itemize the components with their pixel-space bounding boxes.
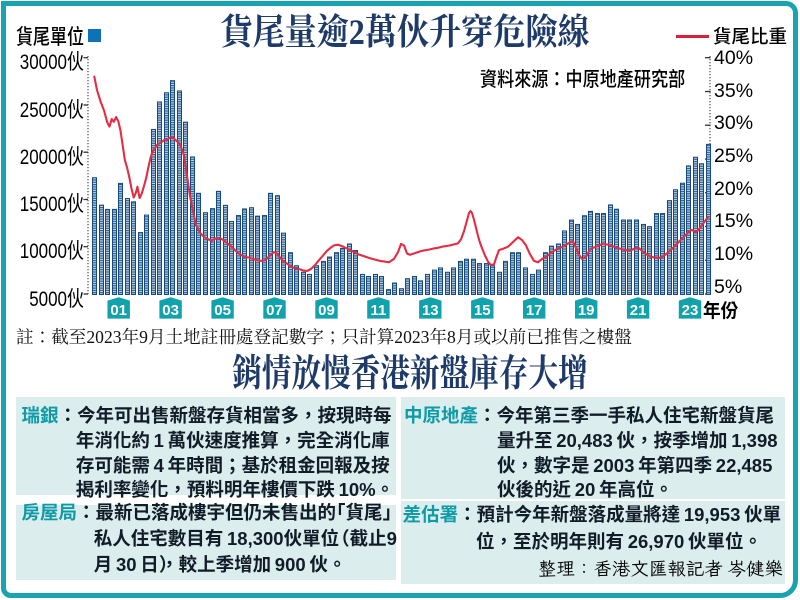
svg-text:01: 01: [110, 302, 127, 319]
svg-text:03: 03: [162, 302, 179, 319]
svg-text:17: 17: [526, 302, 543, 319]
svg-text:23: 23: [682, 302, 699, 319]
svg-text:21: 21: [630, 302, 647, 319]
svg-text:09: 09: [318, 302, 335, 319]
svg-text:13: 13: [422, 302, 439, 319]
svg-text:15: 15: [474, 302, 491, 319]
svg-text:07: 07: [266, 302, 283, 319]
svg-text:05: 05: [214, 302, 231, 319]
svg-text:11: 11: [370, 302, 386, 319]
svg-text:19: 19: [578, 302, 595, 319]
